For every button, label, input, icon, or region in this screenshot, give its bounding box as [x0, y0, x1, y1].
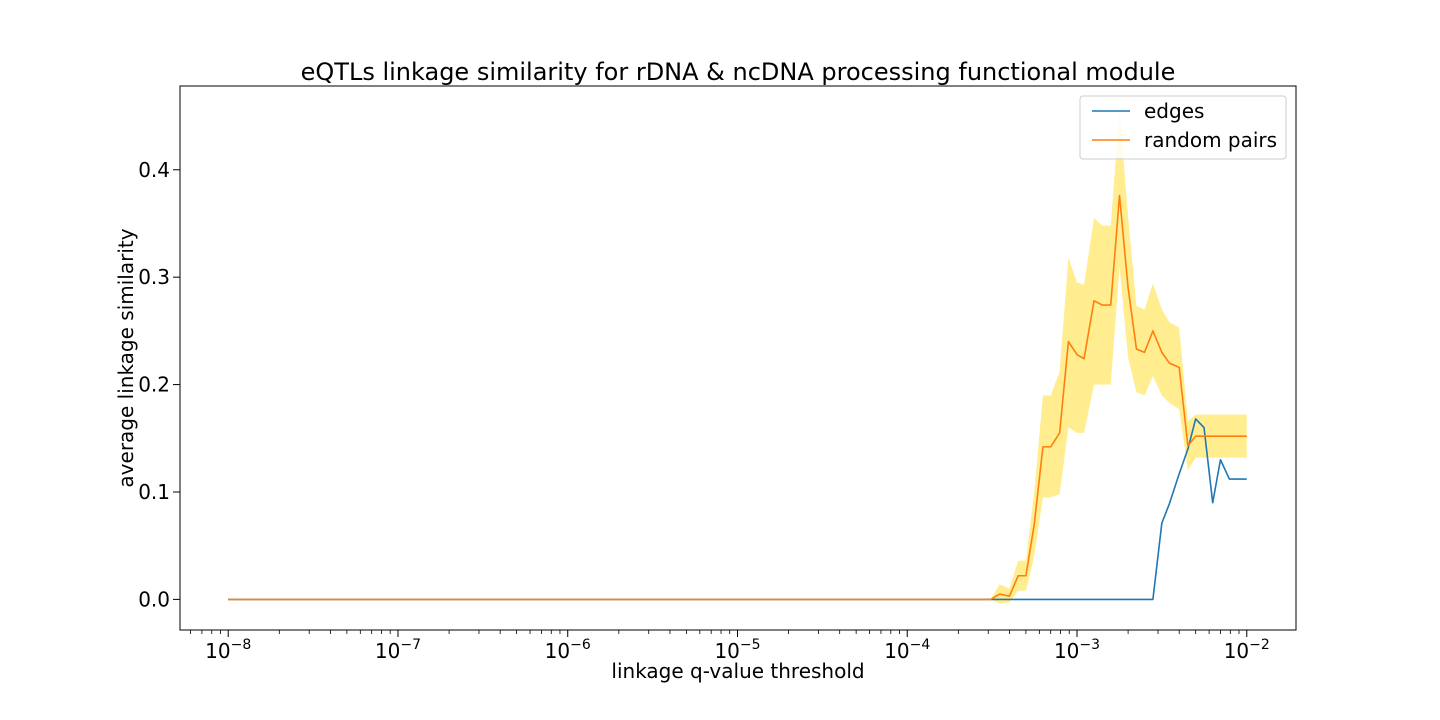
legend: edges random pairs	[1079, 95, 1287, 160]
confidence-band-layer	[228, 110, 1247, 604]
x-tick-label: 10−5	[714, 637, 760, 663]
series-layer	[228, 194, 1247, 601]
y-tick-label: 0.0	[138, 587, 170, 611]
x-tick-label: 10−4	[884, 637, 930, 663]
y-tick-label: 0.2	[138, 373, 170, 397]
y-tick-label: 0.3	[138, 265, 170, 289]
legend-label-edges: edges	[1144, 99, 1204, 123]
legend-label-random-pairs: random pairs	[1144, 128, 1277, 152]
y-axis-label: average linkage similarity	[114, 228, 138, 487]
x-tick-label: 10−7	[375, 637, 421, 663]
x-tick-label: 10−6	[545, 637, 591, 663]
y-tick-label: 0.4	[138, 158, 170, 182]
plot-area-frame	[179, 85, 1297, 631]
x-axis: 10−8 10−7 10−6 10−5 10−4 10−3 10−2	[190, 630, 1270, 663]
y-axis: 0.0 0.1 0.2 0.3 0.4	[138, 158, 180, 611]
x-tick-label: 10−3	[1054, 637, 1100, 663]
confidence-band-random-pairs	[228, 110, 1247, 604]
y-tick-label: 0.1	[138, 480, 170, 504]
legend-box	[1079, 95, 1287, 160]
chart-title: eQTLs linkage similarity for rDNA & ncDN…	[301, 58, 1176, 86]
series-line-edges	[228, 418, 1247, 601]
x-tick-label: 10−8	[205, 637, 251, 663]
series-line-random-pairs	[228, 194, 1247, 601]
x-tick-label: 10−2	[1224, 637, 1270, 663]
x-axis-label: linkage q-value threshold	[611, 659, 864, 683]
